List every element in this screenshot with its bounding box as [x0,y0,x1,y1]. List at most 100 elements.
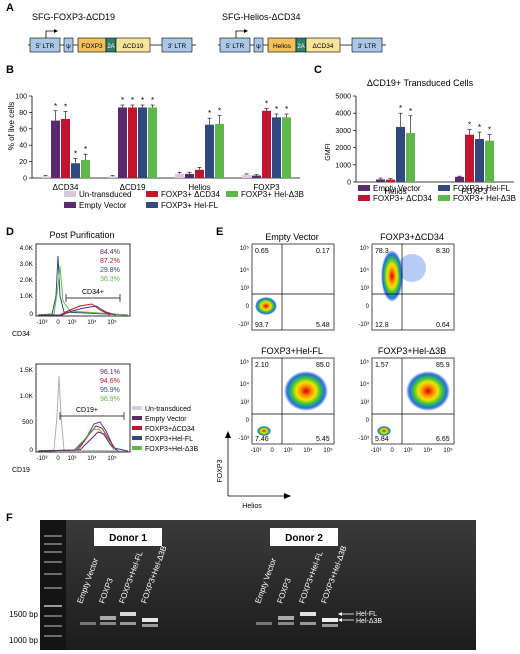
band-pointer-head [338,612,342,616]
ltr3-box [351,37,383,53]
percent-label: 87.2% [100,258,120,265]
y-tick: 10⁵ [240,245,250,252]
panel-f-gel: 1500 bp 1000 bp Donor 1 Donor 2 Empty Ve… [9,520,476,650]
x-tick: 10⁴ [87,319,97,326]
histogram-frame [35,363,131,453]
quadrant-q3: 7.46 [255,436,269,443]
x-arrowhead [284,493,291,499]
x-tick: -10³ [371,448,382,454]
x-tick: 10⁵ [107,319,117,326]
bar [61,118,70,178]
legend-item: FOXP3+ Hel-Δ3B [438,194,516,203]
ltr5-label: 5' LTR [226,43,245,50]
promoter-arrow [235,30,246,40]
bar [108,176,117,178]
bar [51,120,60,178]
y-tick: 10⁴ [240,267,250,274]
significance-star: * [141,96,144,105]
legend-label: FOXP3+ ΔCD34 [373,194,432,203]
significance-star: * [488,126,491,135]
category-label: FOXP3 [253,183,280,192]
x-tick: -10³ [251,448,262,454]
quadrant-q4: 5.48 [316,322,330,329]
construct-1-title: SFG-FOXP3-ΔCD19 [32,12,115,22]
ltr3-box [161,37,193,53]
legend-item: FOXP3+ Hel-FL [438,184,510,193]
x-tick: 10³ [404,448,413,454]
percent-label: 96.9% [100,396,120,403]
helios-box-label: Helios [273,43,292,50]
x-tick: 0 [390,448,394,454]
y-tick: -10³ [358,436,369,442]
panel-e-dot-plots: Empty Vector 0.65 0.17 93.7 5.48 10⁵ 10⁴… [217,232,455,510]
legend-label: FOXP3+Hel-Δ3B [145,446,198,453]
legend-swatch [132,426,142,430]
gate-label: CD19+ [76,407,98,414]
y-tick-label: 4000 [335,111,351,118]
y-tick-label: 20 [19,159,27,166]
hist-curve-ev [37,431,119,452]
ltr5-box [29,37,61,53]
y-tick: 10⁴ [240,381,250,388]
2a-label: 2A [297,44,304,50]
legend-label: Empty Vector [373,184,421,193]
donor-1-label-box [94,528,162,546]
y-tick: -10³ [238,436,249,442]
donor-1-label: Donor 1 [109,533,147,544]
histogram-cd34: 4.0K 3.0K 2.0K 1.0K 0 CD34+ 84.4% 87.2% … [12,243,131,338]
legend-swatch [146,202,158,208]
bar [455,176,464,182]
quadrant-q4: 5.45 [316,436,330,443]
ladder-label-1000: 1000 bp [9,636,38,645]
x-axis-label: CD19 [12,467,30,474]
psi-label: ψ [66,43,71,50]
legend-swatch [64,191,76,197]
panel-label-c: C [314,64,322,76]
legend-item: Un-transduced [64,190,131,199]
y-tick: -10³ [358,322,369,328]
significance-star: * [285,105,288,114]
hist-curve-hel3b [37,428,115,452]
significance-star: * [84,145,87,154]
dotplot-title: FOXP3+Hel-FL [261,346,323,356]
bar [406,132,415,182]
ladder-bands [44,535,62,637]
y-tick: 1.5K [20,367,34,374]
dotplot-foxp3-helfl: FOXP3+Hel-FL 2.10 85.0 7.46 5.45 10⁵ 10⁴… [238,346,335,454]
panel-label-a: A [6,2,14,14]
bar [252,175,261,178]
psi-label: ψ [256,43,261,50]
legend-swatch [132,446,142,450]
x-tick: 10³ [284,448,293,454]
cell-population-neg [257,426,271,436]
e-x-axis-label: Helios [242,503,262,510]
quadrant-q1: 78.3 [375,248,389,255]
significance-star: * [131,96,134,105]
quadrant-q3: 5.84 [375,436,389,443]
gel-band [322,618,338,622]
gel-band [120,612,136,616]
legend-label: FOXP3+ ΔCD34 [161,190,220,199]
y-tick: 10⁴ [360,267,370,274]
band-label-hel3b: Hel-Δ3B [356,618,382,625]
y-tick: 10⁵ [360,359,370,366]
bar [282,117,291,178]
cell-population [284,371,328,411]
gel-band [256,622,272,625]
legend-item: FOXP3+ ΔCD34 [358,194,432,203]
legend-swatch [146,191,158,197]
quadrant-q2: 85.0 [316,362,330,369]
foxp3-box-label: FOXP3 [81,43,103,50]
category-label: FOXP3 [461,187,488,196]
legend-swatch [132,416,142,420]
cell-population [381,250,403,302]
gel-band [142,624,158,627]
gel-band [142,618,158,622]
legend-swatch [64,202,76,208]
cell-population-scatter [398,254,426,282]
d-title: Post Purification [49,230,114,240]
quadrant-q2: 0.17 [316,248,330,255]
significance-star: * [409,107,412,116]
category-label: Helios [188,183,210,192]
y-tick: 0 [366,418,370,424]
